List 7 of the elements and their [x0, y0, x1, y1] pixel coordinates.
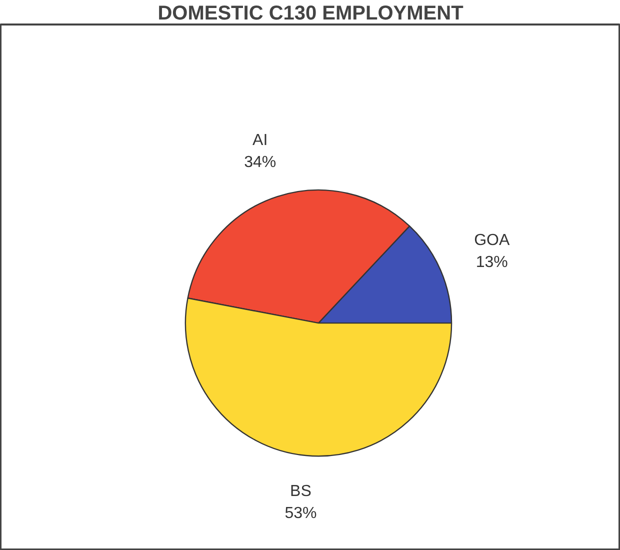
data-label: 34% [244, 154, 276, 172]
data-label: 13% [476, 254, 508, 271]
chart-title: DOMESTIC C130 EMPLOYMENT [158, 2, 464, 24]
data-label: 53% [284, 505, 317, 522]
slice-label: GOA [474, 232, 510, 249]
slice-label: BS [290, 483, 312, 500]
slice-label: AI [252, 132, 268, 149]
